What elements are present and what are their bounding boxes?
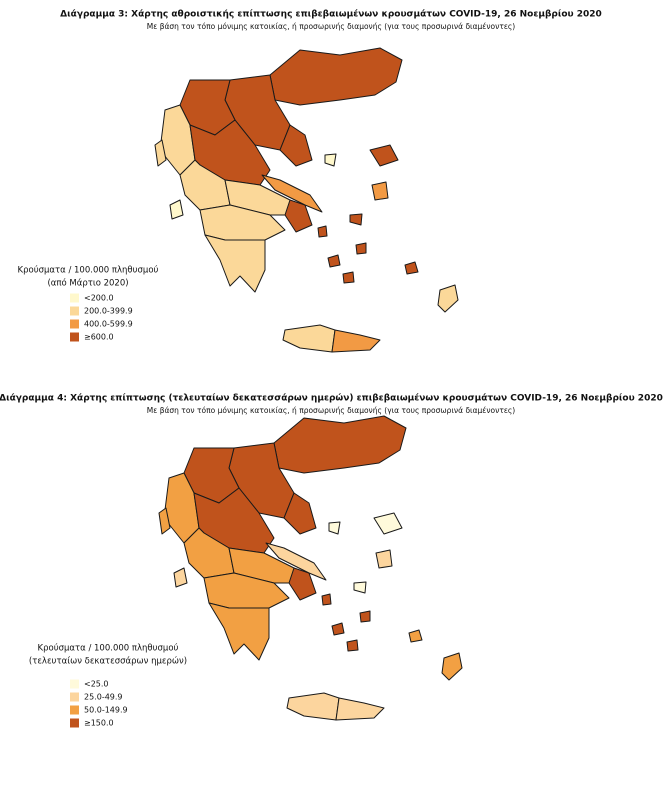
region [282, 324, 336, 353]
region [324, 153, 337, 167]
region [321, 593, 332, 606]
region [331, 622, 345, 636]
region [328, 521, 341, 535]
map-panel: Διάγραμμα 4: Χάρτης επίπτωσης (τελευταίω… [0, 393, 663, 728]
region [279, 124, 313, 167]
map-title: Διάγραμμα 4: Χάρτης επίπτωσης (τελευταίω… [0, 393, 663, 404]
legend-swatch [70, 718, 79, 728]
map-subtitle: Με βάση τον τόπο μόνιμης κατοικίας, ή πρ… [147, 406, 516, 415]
region [261, 174, 323, 213]
region [286, 692, 340, 721]
legend-swatch [70, 293, 79, 303]
legend-label: <25.0 [84, 680, 109, 689]
region [169, 199, 184, 220]
region [154, 139, 167, 167]
legend-label: <200.0 [84, 294, 114, 303]
region [355, 242, 367, 255]
region [404, 261, 419, 275]
region [283, 492, 317, 535]
region [327, 254, 341, 268]
legend-title: Κρούσματα / 100.000 πληθυσμού [18, 265, 159, 276]
legend-label: ≥600.0 [84, 333, 114, 342]
region [437, 284, 459, 313]
legend-title: (τελευταίων δεκατεσσάρων ημερών) [29, 656, 187, 667]
legend-swatch [70, 319, 79, 329]
map-panel: Διάγραμμα 3: Χάρτης αθροιστικής επίπτωση… [18, 9, 602, 353]
region [369, 144, 399, 167]
map-subtitle: Με βάση τον τόπο μόνιμης κατοικίας, ή πρ… [147, 22, 516, 31]
legend-label: 200.0-399.9 [84, 307, 133, 316]
region [317, 225, 328, 238]
map [158, 415, 463, 721]
legend-swatch [70, 306, 79, 316]
legend-label: ≥150.0 [84, 719, 114, 728]
region [375, 549, 393, 569]
legend-title: Κρούσματα / 100.000 πληθυσμού [38, 643, 179, 654]
region [408, 629, 423, 643]
legend-swatch [70, 679, 79, 689]
region [158, 507, 171, 535]
region [349, 213, 363, 226]
map-title: Διάγραμμα 3: Χάρτης αθροιστικής επίπτωση… [60, 9, 602, 20]
region [353, 581, 367, 594]
legend-label: 25.0-49.9 [84, 693, 123, 702]
legend-swatch [70, 332, 79, 342]
region [208, 602, 270, 661]
region [269, 47, 403, 106]
region [346, 639, 359, 652]
map [154, 47, 459, 353]
region [441, 652, 463, 681]
region [342, 271, 355, 284]
region [273, 415, 407, 474]
region [373, 512, 403, 535]
region [204, 234, 266, 293]
legend-swatch [70, 705, 79, 715]
region [331, 329, 381, 353]
region [371, 181, 389, 201]
legend-title: (από Μάρτιο 2020) [47, 278, 128, 289]
legend-swatch [70, 692, 79, 702]
region [335, 697, 385, 721]
legend-label: 400.0-599.9 [84, 320, 133, 329]
legend-label: 50.0-149.9 [84, 706, 128, 715]
region [359, 610, 371, 623]
region [173, 567, 188, 588]
region [265, 542, 327, 581]
